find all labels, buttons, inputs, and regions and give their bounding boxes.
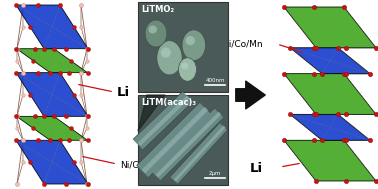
Ellipse shape <box>153 34 164 41</box>
Text: Li: Li <box>117 87 130 99</box>
Text: LiTM(acac)₃: LiTM(acac)₃ <box>141 98 196 107</box>
Polygon shape <box>290 114 370 140</box>
Text: Ni/Co/Mn: Ni/Co/Mn <box>120 160 161 170</box>
Bar <box>138 95 228 185</box>
Polygon shape <box>16 140 88 184</box>
Ellipse shape <box>178 58 197 81</box>
Text: Li: Li <box>250 161 263 174</box>
Ellipse shape <box>190 46 202 54</box>
Polygon shape <box>284 140 376 181</box>
Polygon shape <box>138 95 165 131</box>
Polygon shape <box>17 49 87 73</box>
Polygon shape <box>16 5 88 49</box>
Text: 400nm: 400nm <box>205 78 225 83</box>
Text: LiTMO₂: LiTMO₂ <box>141 5 174 14</box>
Ellipse shape <box>161 48 171 58</box>
Ellipse shape <box>145 20 167 47</box>
Ellipse shape <box>166 59 178 67</box>
Ellipse shape <box>186 36 195 45</box>
Text: Ni/Co/Mn: Ni/Co/Mn <box>222 40 263 49</box>
Polygon shape <box>17 116 87 140</box>
Ellipse shape <box>181 63 188 70</box>
Ellipse shape <box>149 25 157 33</box>
Polygon shape <box>290 48 370 74</box>
FancyArrowPatch shape <box>236 81 265 109</box>
Polygon shape <box>16 73 88 116</box>
Ellipse shape <box>182 30 206 60</box>
Polygon shape <box>284 74 376 114</box>
Text: 2μm: 2μm <box>209 171 222 176</box>
Ellipse shape <box>185 70 194 76</box>
Ellipse shape <box>157 41 182 75</box>
Polygon shape <box>284 7 376 48</box>
Bar <box>138 2 228 92</box>
